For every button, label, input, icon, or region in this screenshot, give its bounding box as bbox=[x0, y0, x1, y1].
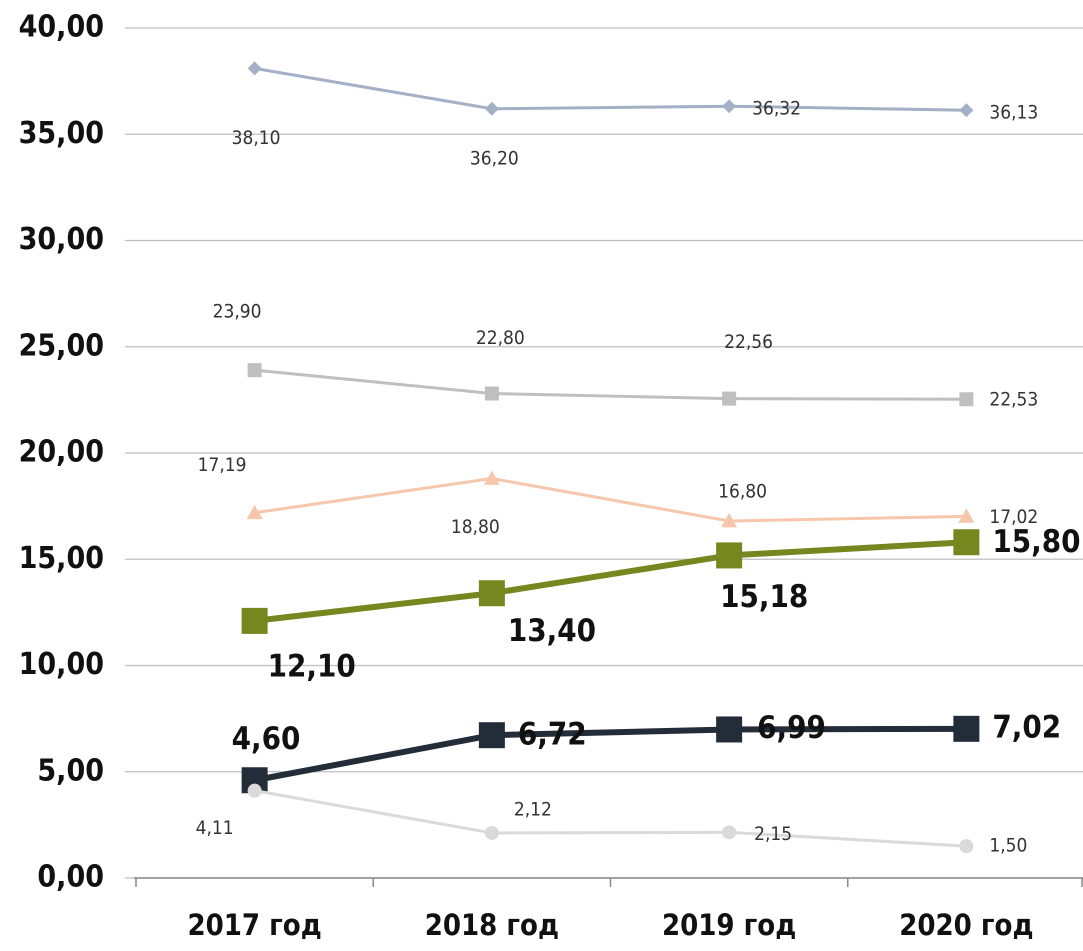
series-line bbox=[254, 539, 967, 624]
data-label: 38,10 bbox=[232, 127, 281, 149]
y-tick-label: 40,00 bbox=[19, 10, 104, 45]
marker bbox=[958, 508, 975, 523]
y-tick-label: 5,00 bbox=[37, 753, 104, 788]
x-tick-label: 2020 год bbox=[899, 908, 1033, 942]
data-label: 36,32 bbox=[752, 98, 801, 120]
data-label: 15,80 bbox=[992, 524, 1080, 560]
marker bbox=[483, 470, 500, 485]
marker bbox=[246, 504, 263, 520]
data-label: 6,72 bbox=[518, 717, 587, 753]
series-line bbox=[254, 477, 967, 523]
data-label: 7,02 bbox=[992, 709, 1061, 745]
marker bbox=[722, 391, 737, 406]
data-label: 22,53 bbox=[989, 389, 1038, 411]
x-tick-label: 2018 год bbox=[425, 908, 559, 942]
marker bbox=[959, 839, 974, 854]
data-label: 23,90 bbox=[213, 301, 262, 323]
data-label: 17,19 bbox=[198, 454, 247, 476]
marker bbox=[247, 363, 262, 378]
series-line bbox=[254, 725, 967, 784]
data-label: 36,13 bbox=[989, 102, 1038, 124]
marker bbox=[953, 529, 980, 556]
marker bbox=[484, 386, 499, 401]
marker bbox=[478, 722, 505, 749]
data-label: 2,15 bbox=[754, 823, 792, 845]
data-label: 13,40 bbox=[508, 613, 596, 649]
y-tick-label: 15,00 bbox=[19, 541, 104, 576]
marker bbox=[959, 103, 974, 118]
marker bbox=[478, 580, 505, 607]
data-label: 22,80 bbox=[476, 327, 525, 349]
y-tick-label: 25,00 bbox=[19, 328, 104, 363]
series-line bbox=[254, 789, 967, 848]
y-tick-label: 10,00 bbox=[19, 647, 104, 682]
y-tick-label: 30,00 bbox=[19, 222, 104, 257]
x-tick-label: 2019 год bbox=[662, 908, 796, 942]
data-label: 18,80 bbox=[451, 516, 500, 538]
y-tick-label: 0,00 bbox=[37, 860, 104, 895]
data-label: 6,99 bbox=[757, 710, 826, 746]
series-line bbox=[254, 368, 967, 401]
data-label: 22,56 bbox=[724, 331, 773, 353]
marker bbox=[716, 542, 743, 569]
data-label: 4,11 bbox=[196, 817, 234, 839]
marker bbox=[247, 61, 262, 76]
data-label: 12,10 bbox=[268, 648, 356, 684]
marker bbox=[484, 825, 499, 840]
x-tick-label: 2017 год bbox=[187, 908, 321, 942]
data-label: 15,18 bbox=[720, 579, 808, 615]
marker bbox=[716, 716, 743, 743]
marker bbox=[722, 825, 737, 840]
marker bbox=[241, 607, 268, 634]
marker bbox=[247, 783, 262, 798]
y-tick-label: 35,00 bbox=[19, 116, 104, 151]
marker bbox=[959, 392, 974, 407]
y-tick-label: 20,00 bbox=[19, 435, 104, 470]
data-label: 36,20 bbox=[470, 147, 519, 169]
data-label: 1,50 bbox=[989, 835, 1027, 857]
data-label: 4,60 bbox=[232, 721, 301, 757]
marker bbox=[722, 99, 737, 114]
data-label: 16,80 bbox=[718, 481, 767, 503]
data-label: 17,02 bbox=[989, 506, 1038, 528]
series-line bbox=[254, 66, 967, 112]
marker bbox=[484, 101, 499, 116]
marker bbox=[953, 715, 980, 742]
data-label: 2,12 bbox=[514, 798, 552, 820]
marker bbox=[721, 513, 738, 528]
